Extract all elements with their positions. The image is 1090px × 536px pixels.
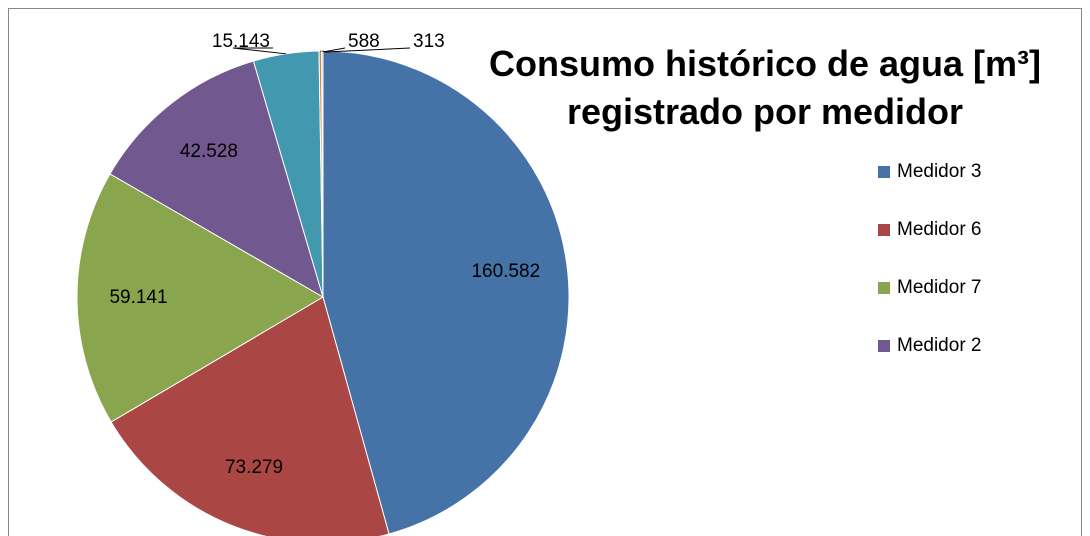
data-label: 588: [348, 31, 380, 52]
pie-slice: [110, 296, 390, 536]
legend-label: Medidor 6: [897, 219, 982, 240]
leader-line: [322, 47, 411, 53]
data-label: 59.141: [109, 287, 167, 308]
legend-label: Medidor 3: [897, 161, 982, 182]
pie-slice: [76, 173, 324, 423]
legend-label: Medidor 7: [897, 277, 982, 298]
chart-title: Consumo histórico de agua [m³] registrad…: [488, 43, 1042, 132]
data-label: 42.528: [180, 141, 238, 162]
legend-swatch: [878, 282, 890, 294]
legend-swatch: [878, 166, 890, 178]
legend-label: Medidor 2: [897, 335, 982, 356]
legend-swatch: [878, 224, 890, 236]
data-label: 313: [413, 31, 445, 52]
data-label: 73.279: [225, 457, 283, 478]
pie-slice: [109, 60, 324, 299]
pie-slice: [322, 50, 570, 535]
data-label: 15.143: [212, 31, 270, 52]
leader-line: [232, 47, 286, 55]
legend-swatch: [878, 340, 890, 352]
data-label: 160.582: [471, 261, 540, 282]
